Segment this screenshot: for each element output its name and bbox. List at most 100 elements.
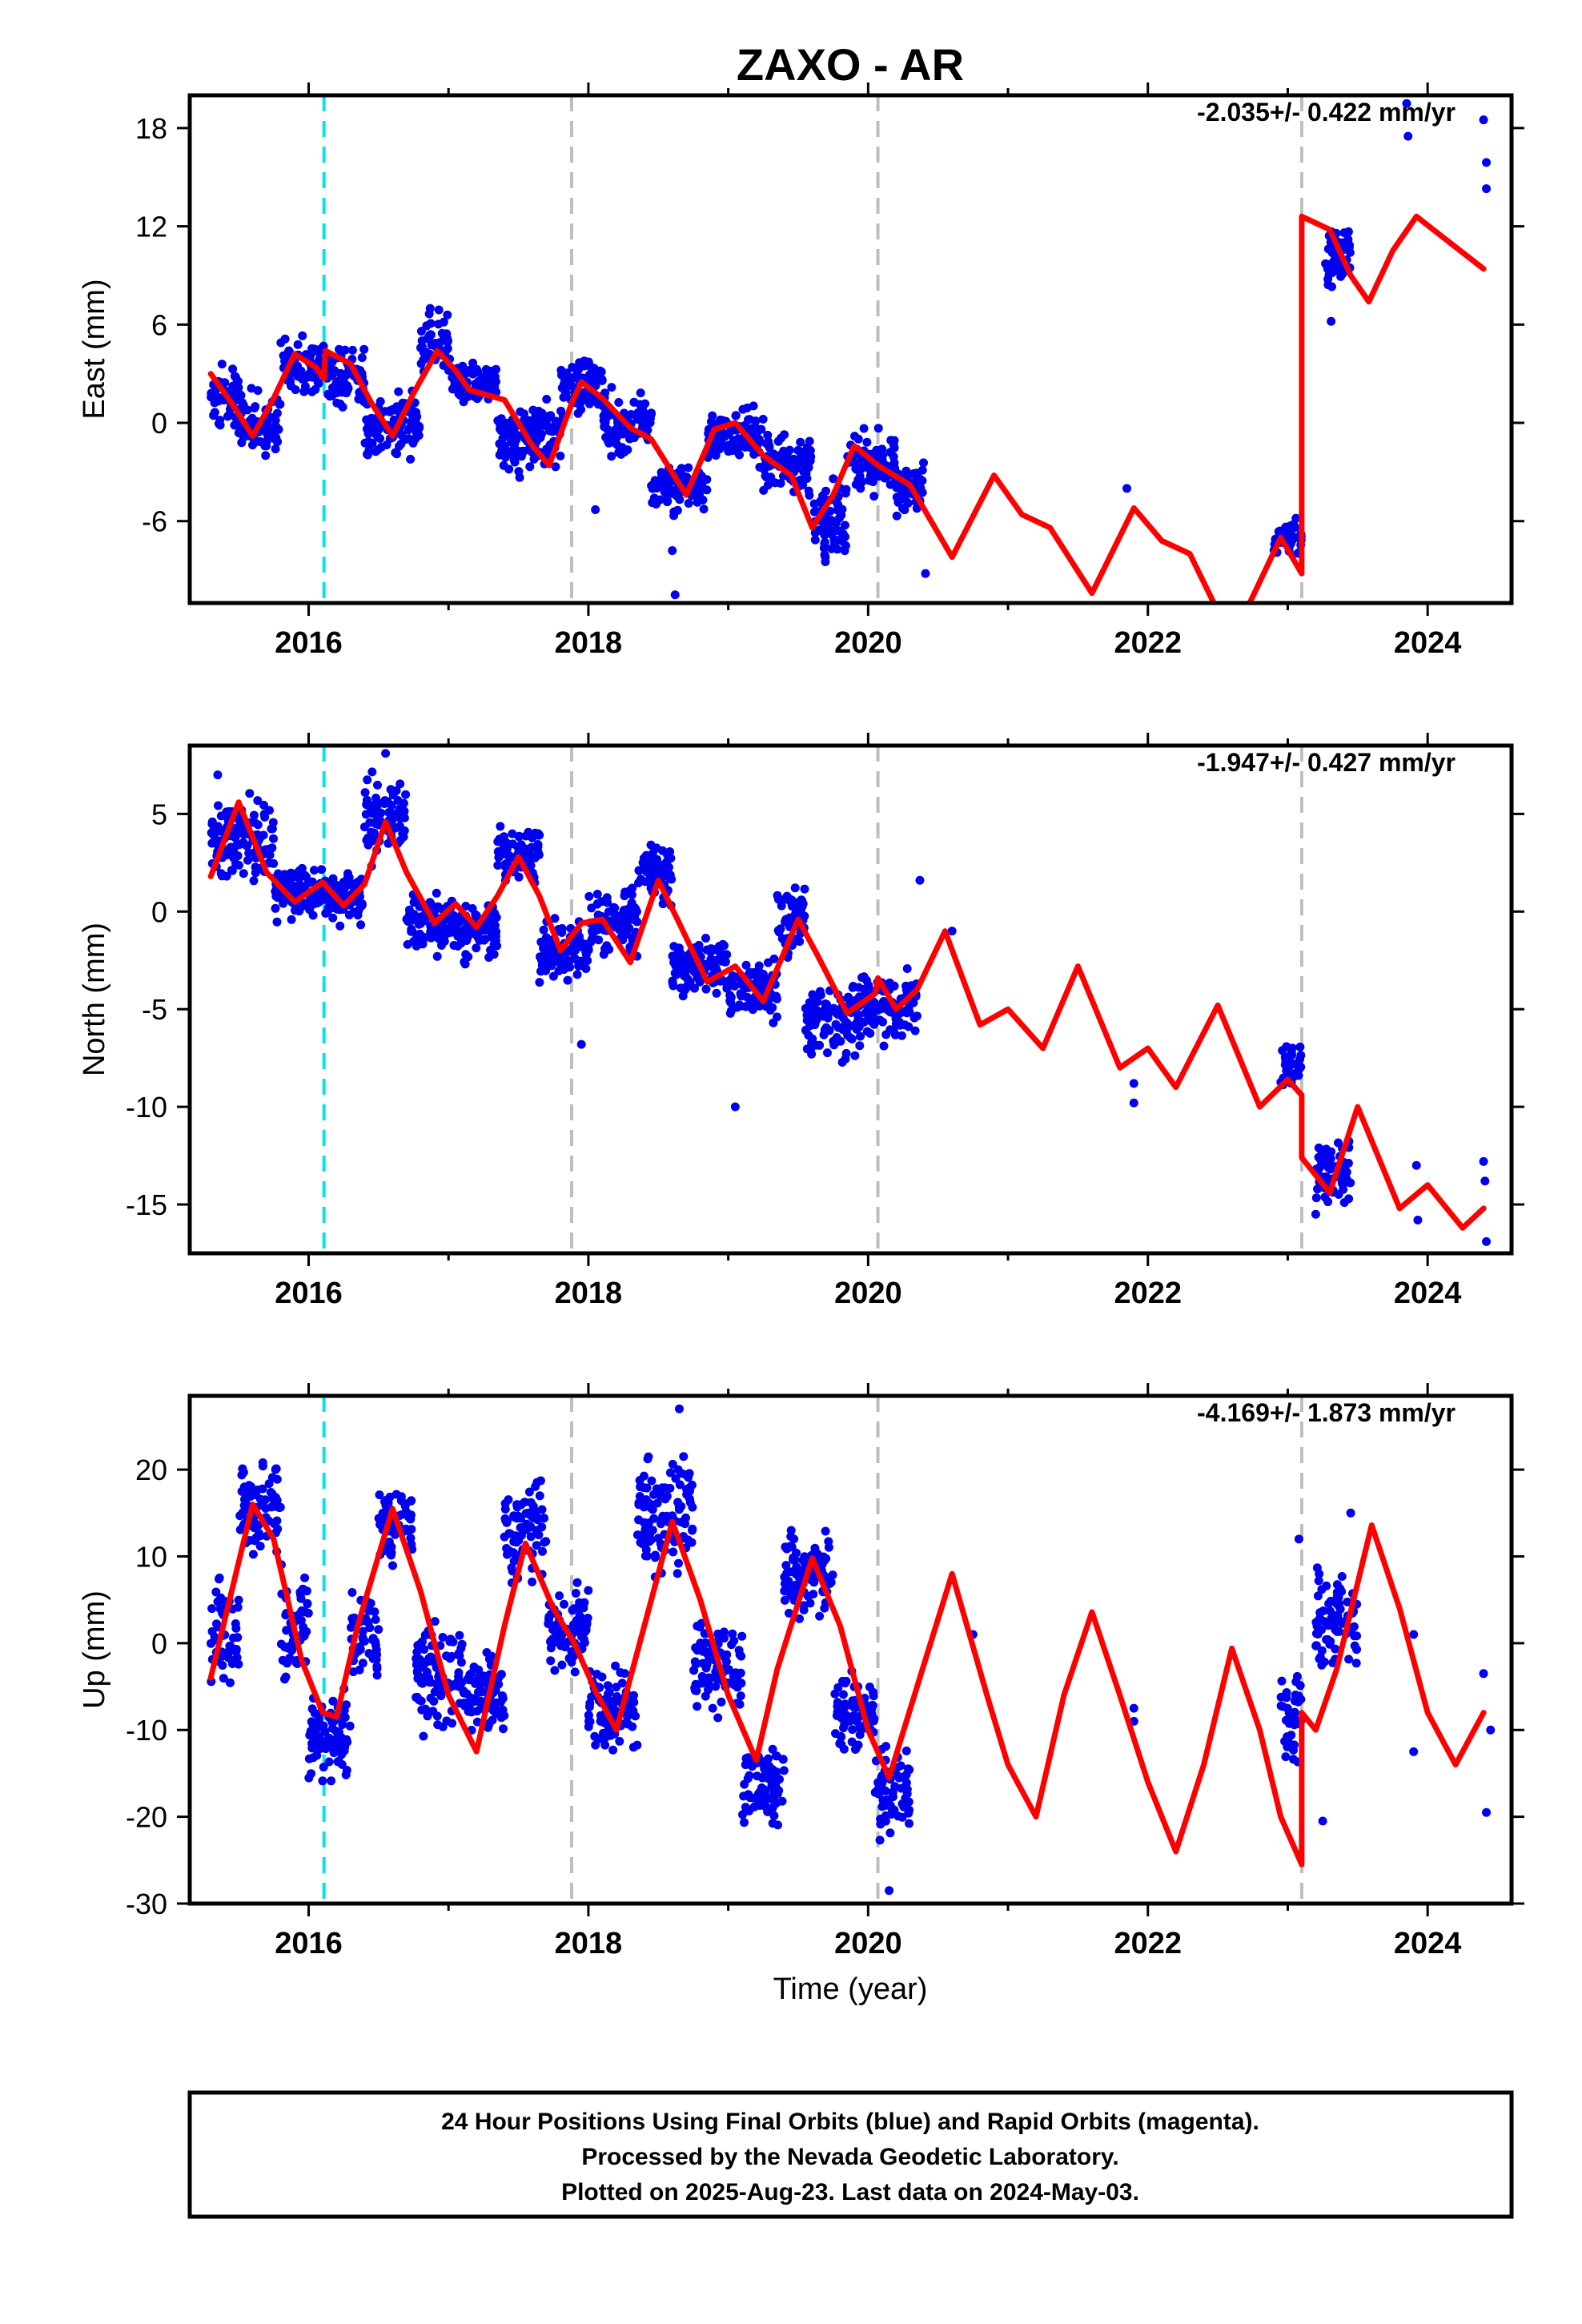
data-point (500, 1711, 509, 1720)
data-point (782, 1568, 792, 1578)
data-point (826, 1578, 836, 1587)
data-point (644, 1518, 653, 1528)
data-point (739, 1791, 749, 1801)
data-point (231, 1619, 240, 1628)
data-point (234, 1595, 243, 1605)
data-point (278, 1655, 287, 1665)
data-point (796, 905, 805, 915)
rate-label: -2.035+/- 0.422 mm/yr (1197, 98, 1456, 127)
data-point (526, 1498, 536, 1507)
x-tick-label: 2022 (1114, 626, 1182, 660)
data-point (415, 929, 424, 939)
y-tick-label: 0 (151, 895, 167, 928)
data-point (499, 460, 508, 470)
data-point (432, 951, 442, 961)
data-point (434, 320, 444, 329)
data-point (596, 366, 604, 376)
data-point (496, 822, 505, 831)
data-point (658, 899, 668, 909)
data-point (912, 504, 921, 513)
data-point (584, 1702, 594, 1711)
data-point (615, 1736, 624, 1746)
data-point (544, 1612, 554, 1622)
data-point (373, 780, 382, 790)
data-point (698, 1659, 708, 1668)
data-point (634, 1500, 644, 1510)
data-point (723, 1665, 733, 1675)
data-point (636, 388, 645, 398)
plot-frame (187, 93, 1514, 605)
data-point (710, 448, 720, 458)
data-point (536, 429, 546, 439)
data-point (563, 975, 572, 985)
data-point (508, 839, 517, 849)
data-point (498, 433, 508, 443)
data-point (833, 1010, 843, 1019)
data-point (270, 432, 279, 441)
data-point (785, 445, 794, 455)
data-point (401, 790, 411, 799)
data-point (338, 1720, 347, 1729)
data-point (830, 1689, 840, 1699)
data-point (671, 1474, 681, 1483)
data-point (735, 1000, 744, 1010)
data-point (713, 1713, 723, 1723)
data-point (391, 786, 401, 795)
data-point (324, 1757, 334, 1767)
data-point (454, 919, 464, 927)
data-point (761, 1787, 770, 1796)
data-point (588, 927, 596, 936)
data-point (412, 1668, 422, 1678)
data-point (757, 424, 766, 434)
data-point (840, 546, 849, 556)
data-point (797, 451, 806, 460)
data-point (324, 1733, 334, 1743)
data-point (669, 1547, 678, 1557)
data-point (556, 451, 565, 460)
data-point (620, 447, 629, 456)
data-point (839, 1723, 848, 1733)
x-tick-label: 2022 (1114, 1927, 1182, 1960)
data-point (345, 1721, 355, 1731)
data-point (917, 465, 927, 475)
data-point (691, 1643, 701, 1653)
data-point (1349, 1622, 1359, 1631)
data-point (825, 1026, 834, 1035)
data-point (213, 1597, 223, 1606)
data-point (702, 945, 712, 955)
data-point (815, 1611, 825, 1621)
data-point (761, 472, 771, 482)
data-point (905, 1805, 914, 1815)
data-point (1327, 282, 1336, 292)
data-point (901, 1006, 911, 1015)
data-point (213, 770, 223, 780)
data-point (267, 824, 277, 834)
data-point (743, 1774, 753, 1783)
data-point (604, 907, 613, 917)
data-point (789, 1555, 797, 1565)
data-point (708, 411, 717, 420)
data-point (585, 1717, 595, 1727)
data-point (207, 828, 216, 838)
data-point (648, 1526, 657, 1535)
data-point (239, 869, 248, 879)
data-point (487, 1651, 496, 1661)
data-point (663, 497, 673, 506)
data-point (210, 408, 219, 417)
data-point (632, 1530, 642, 1540)
data-point (1324, 1599, 1334, 1609)
data-point (1479, 1156, 1488, 1166)
data-point (1327, 1614, 1337, 1623)
data-point (261, 420, 271, 429)
data-point (500, 1499, 510, 1508)
data-point (559, 392, 568, 402)
data-point (744, 1002, 753, 1011)
y-tick-label: -10 (126, 1091, 167, 1124)
data-point (799, 1605, 809, 1614)
data-point (1331, 1625, 1340, 1634)
data-point (512, 1538, 521, 1547)
data-point (800, 884, 809, 894)
data-point (271, 891, 281, 901)
data-point (600, 422, 609, 432)
